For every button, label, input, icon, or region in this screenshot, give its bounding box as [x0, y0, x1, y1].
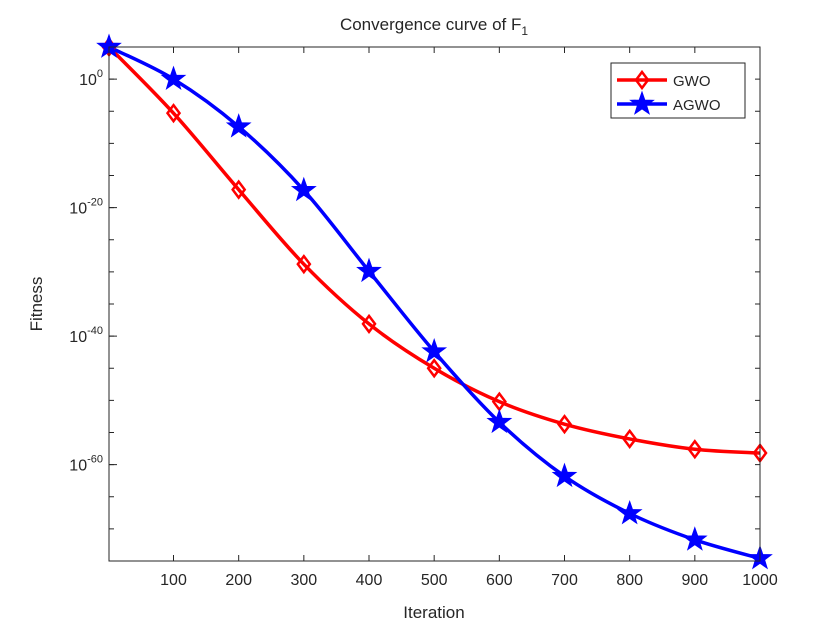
x-tick-label: 600 [486, 572, 513, 589]
y-tick-label: 10-60 [69, 454, 103, 475]
data-point-gwo [687, 439, 703, 460]
x-tick-label: 400 [356, 572, 383, 589]
data-point-gwo [634, 69, 650, 91]
data-point-agwo [486, 408, 513, 434]
x-axis-label: Iteration [403, 603, 464, 622]
data-point-agwo [160, 65, 187, 91]
legend-label-gwo: GWO [673, 73, 711, 90]
y-tick-label: 10-40 [69, 325, 103, 346]
x-tick-label: 300 [290, 572, 317, 589]
legend-label-agwo: AGWO [673, 97, 721, 114]
data-point-agwo [290, 176, 317, 202]
data-point-gwo [231, 179, 247, 200]
data-point-agwo [356, 257, 382, 283]
data-point-agwo [551, 462, 578, 488]
x-tick-label: 800 [616, 572, 643, 589]
data-point-gwo [361, 313, 377, 335]
series-line-gwo [107, 45, 761, 455]
y-tick-label: 10-20 [69, 197, 103, 218]
x-tick-label: 100 [160, 572, 187, 589]
data-point-gwo [165, 103, 182, 124]
x-tick-label: 1000 [742, 572, 778, 589]
legend: GWO AGWO [610, 62, 746, 119]
data-point-agwo [681, 526, 708, 551]
legend-box [610, 62, 746, 119]
data-point-agwo [421, 337, 448, 363]
chart-title: Convergence curve of F1 [340, 15, 528, 38]
x-tick-label: 200 [225, 572, 252, 589]
x-tick-label: 700 [551, 572, 578, 589]
y-axis-label: Fitness [27, 277, 46, 332]
data-point-gwo [556, 414, 573, 435]
data-point-agwo [629, 90, 655, 115]
data-point-gwo [426, 358, 442, 379]
series-line-agwo [108, 45, 761, 561]
x-tick-label: 900 [681, 572, 708, 589]
data-point-gwo [296, 254, 312, 275]
series-lines [96, 33, 773, 570]
y-tick-label: 100 [79, 68, 103, 89]
data-point-agwo [225, 113, 252, 138]
data-point-gwo [622, 428, 638, 450]
data-point-agwo [616, 499, 643, 525]
x-tick-label: 500 [421, 572, 448, 589]
axes-box [108, 46, 761, 562]
axis-ticks: 100 200 300 400 500 600 700 800 900 1000 100 10-20 1… [69, 46, 778, 589]
